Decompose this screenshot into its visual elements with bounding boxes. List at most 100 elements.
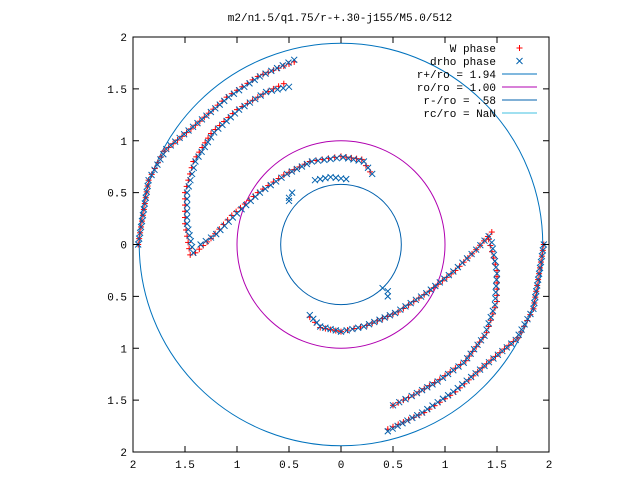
data-point-1-108 [203, 112, 210, 120]
data-point-1-54 [278, 174, 285, 182]
data-point-1-50 [256, 189, 264, 196]
data-point-1-109 [207, 108, 215, 116]
data-point-1-113 [225, 93, 233, 101]
data-point-1-196 [418, 386, 426, 394]
data-point-1-106 [194, 119, 201, 127]
legend-label-5: rc/ro = NaN [423, 109, 496, 121]
reference-circle-1 [236, 140, 446, 349]
data-point-1-139 [427, 286, 435, 293]
data-point-1-207 [535, 270, 543, 278]
data-point-1-174 [492, 282, 500, 290]
data-point-1-123 [279, 62, 287, 69]
data-point-1-221 [503, 344, 511, 351]
data-point-1-175 [492, 288, 500, 296]
y-tick-label-6: 1 [120, 137, 127, 149]
data-point-1-169 [490, 251, 498, 259]
x-tick-label-8: 2 [546, 460, 553, 472]
data-point-1-240 [413, 411, 421, 419]
data-point-1-144 [402, 303, 409, 310]
data-point-1-87 [139, 211, 147, 219]
data-point-1-165 [384, 287, 392, 295]
data-point-1-180 [485, 319, 493, 327]
x-tick-label-5: 0.5 [383, 460, 403, 472]
data-point-1-67 [350, 156, 357, 163]
data-point-1-18 [201, 143, 209, 151]
data-point-1-209 [533, 282, 541, 289]
data-point-1-110 [211, 104, 219, 112]
data-point-1-29 [246, 99, 254, 106]
data-point-1-38 [202, 237, 210, 245]
reference-circle-2 [280, 183, 402, 306]
data-point-1-147 [386, 311, 394, 319]
data-point-1-237 [429, 402, 436, 410]
data-point-1-10 [183, 189, 191, 196]
data-point-1-90 [142, 194, 150, 202]
data-point-1-103 [180, 130, 188, 138]
data-point-1-55 [283, 170, 291, 178]
data-point-1-220 [507, 340, 515, 348]
data-point-1-149 [376, 316, 383, 324]
data-point-1-84 [136, 229, 144, 237]
data-point-1-143 [407, 299, 415, 307]
data-point-0-153 [317, 324, 324, 331]
legend-label-0: W phase [450, 44, 496, 56]
data-point-1-76 [316, 175, 324, 183]
data-point-1-9 [183, 195, 191, 203]
x-tick-label-1: 1.5 [175, 460, 195, 472]
data-point-1-157 [332, 326, 340, 334]
data-point-1-228 [472, 369, 479, 377]
data-point-1-135 [445, 271, 453, 279]
data-point-1-172 [493, 270, 501, 277]
data-point-1-14 [190, 164, 198, 172]
data-point-0-1 [186, 245, 193, 252]
data-point-1-101 [171, 138, 179, 145]
data-point-1-243 [399, 419, 406, 427]
data-point-1-223 [494, 351, 502, 359]
data-point-1-199 [402, 395, 409, 403]
data-point-1-96 [154, 161, 161, 168]
data-point-1-119 [256, 73, 264, 80]
data-point-1-211 [531, 293, 539, 301]
data-point-1-7 [183, 207, 191, 215]
data-point-1-238 [423, 405, 431, 413]
data-point-1-58 [298, 163, 306, 170]
data-point-1-36 [285, 83, 293, 91]
data-point-1-30 [251, 95, 259, 103]
legend-label-2: r+/ro = 1.94 [417, 70, 497, 82]
data-point-1-145 [396, 306, 404, 314]
data-point-1-235 [439, 395, 447, 403]
data-point-1-118 [251, 76, 259, 84]
data-point-0-170 [485, 323, 492, 330]
data-point-1-71 [368, 170, 376, 178]
data-point-1-20 [207, 133, 215, 141]
data-point-0-168 [489, 311, 496, 318]
data-point-1-125 [290, 56, 298, 64]
data-series [134, 56, 548, 435]
series-1 [134, 56, 548, 435]
data-point-1-179 [487, 313, 495, 321]
data-point-1-75 [311, 176, 319, 184]
data-point-1-94 [148, 171, 155, 179]
data-point-1-93 [145, 176, 152, 184]
chart-title: m2/n1.5/q1.75/r-+.30-j155/M5.0/512 [228, 13, 452, 25]
data-point-1-192 [439, 374, 447, 382]
data-point-1-56 [288, 168, 296, 175]
x-tick-label-0: 2 [130, 460, 137, 472]
data-point-1-95 [151, 166, 158, 174]
data-point-1-170 [491, 257, 499, 265]
data-point-1-98 [159, 150, 167, 158]
data-point-1-6 [183, 214, 191, 221]
data-point-1-35 [279, 84, 287, 92]
data-point-1-213 [530, 305, 537, 313]
data-point-1-115 [235, 86, 243, 94]
data-point-1-92 [144, 182, 152, 190]
x-tick-label-4: 0 [338, 460, 345, 472]
data-point-1-189 [455, 363, 462, 370]
data-point-1-51 [261, 185, 269, 193]
data-point-1-227 [476, 366, 484, 373]
data-point-1-68 [355, 157, 363, 164]
data-point-1-234 [444, 391, 452, 399]
data-point-1-57 [293, 165, 301, 173]
x-tick-label-2: 1 [234, 460, 241, 472]
